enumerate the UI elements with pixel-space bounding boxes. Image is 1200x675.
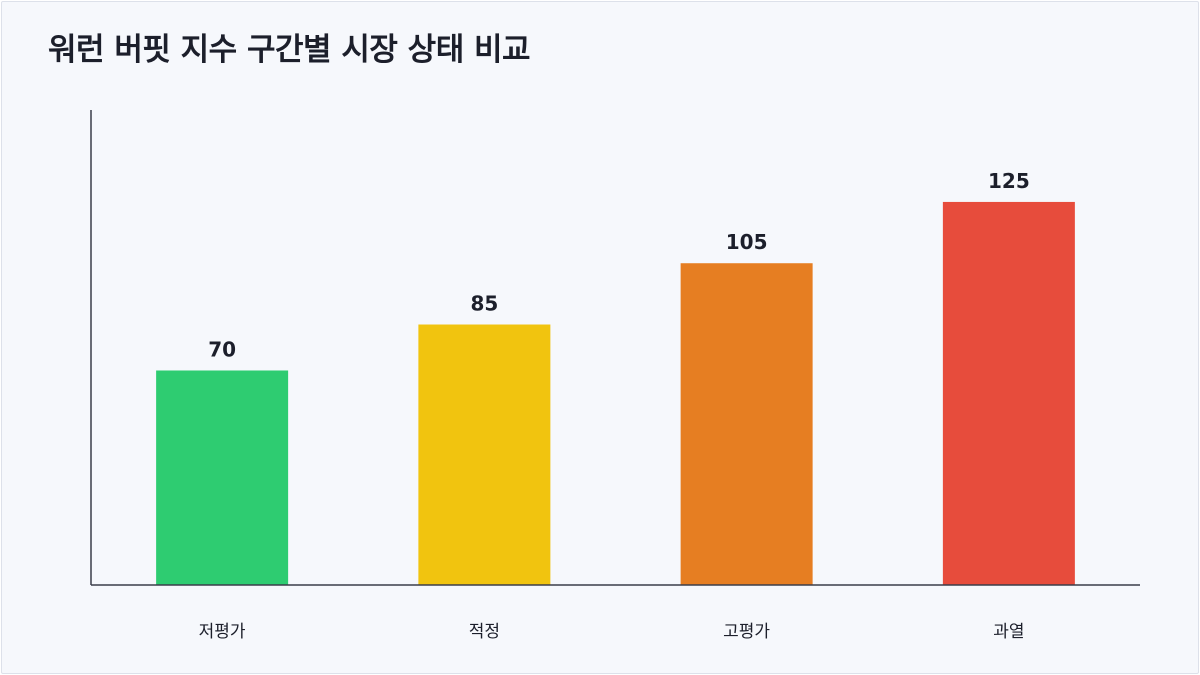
x-tick-label-0: 저평가 <box>199 622 246 642</box>
value-label-2: 105 <box>726 230 768 254</box>
x-tick-label-3: 과열 <box>993 622 1024 642</box>
tick-labels-layer: 저평가 적정 고평가 과열 <box>199 622 1025 642</box>
bar-2 <box>680 263 813 585</box>
bar-3 <box>942 201 1075 585</box>
x-tick-label-2: 고평가 <box>723 622 770 642</box>
x-tick-label-1: 적정 <box>469 622 500 642</box>
value-label-1: 85 <box>470 292 498 316</box>
value-labels-layer: 70 85 105 125 <box>208 169 1030 362</box>
value-label-0: 70 <box>208 337 236 361</box>
bar-1 <box>418 324 551 585</box>
bars-layer <box>156 201 1075 585</box>
chart-title: 워런 버핏 지수 구간별 시장 상태 비교 <box>48 32 531 68</box>
bar-0 <box>156 370 289 585</box>
value-label-3: 125 <box>988 169 1030 193</box>
